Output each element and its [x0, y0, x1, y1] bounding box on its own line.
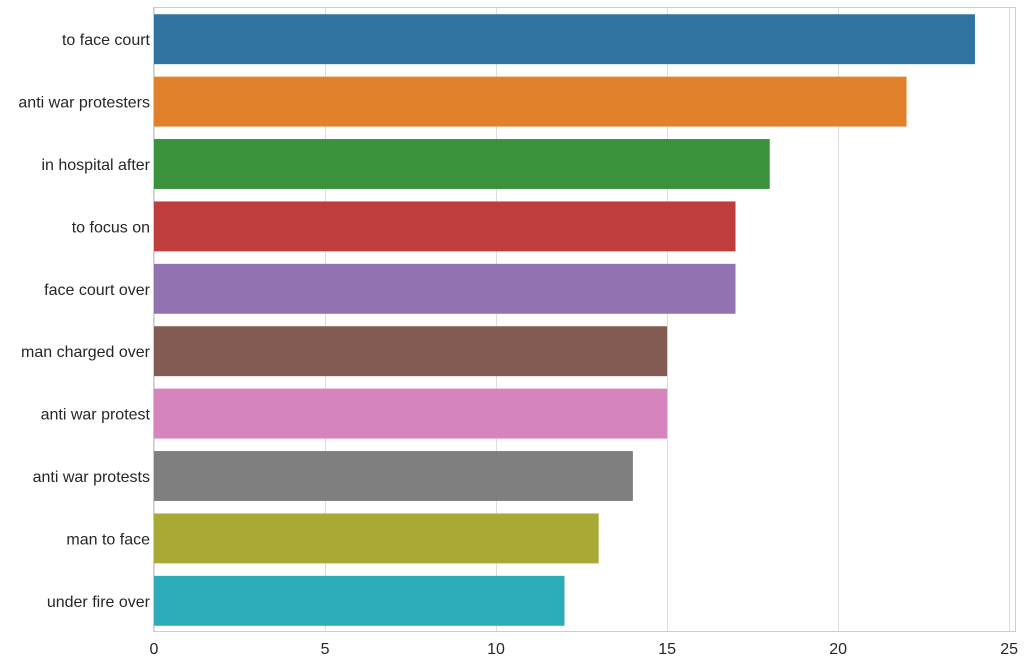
bar [154, 263, 736, 314]
category-label: man to face [66, 531, 150, 548]
x-tick-label: 5 [321, 641, 330, 658]
x-tick-label: 10 [487, 641, 505, 658]
bar [154, 451, 633, 501]
x-tick-labels: 0 5 10 15 20 25 [150, 641, 1019, 658]
x-tick-label: 0 [150, 641, 159, 658]
category-label: to focus on [72, 219, 150, 236]
bar [154, 139, 770, 189]
plot-frame [153, 7, 1016, 632]
bars [154, 14, 975, 626]
category-label: anti war protesters [18, 95, 150, 112]
bar [154, 513, 599, 564]
bar [154, 201, 736, 252]
bar [154, 388, 668, 439]
category-label: man charged over [21, 344, 151, 361]
bar [154, 76, 907, 127]
category-labels: to face court anti war protesters in hospi… [18, 32, 150, 611]
x-tick-label: 20 [829, 641, 847, 658]
category-label: anti war protest [41, 407, 151, 424]
category-label: anti war protests [33, 469, 150, 486]
bar [154, 14, 975, 65]
x-tick-label: 15 [658, 641, 676, 658]
category-label: under fire over [47, 594, 151, 611]
bar [154, 326, 668, 377]
bar [154, 575, 565, 626]
category-label: in hospital after [41, 157, 150, 174]
category-label: face court over [44, 282, 151, 299]
x-tick-label: 25 [1000, 641, 1018, 658]
category-label: to face court [62, 32, 151, 49]
